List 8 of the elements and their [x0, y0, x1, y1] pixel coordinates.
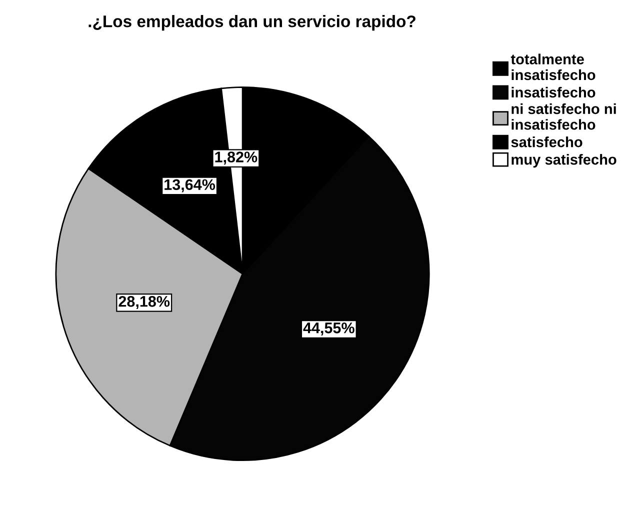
data-label: 28,18% [118, 296, 170, 310]
data-label: 44,55% [303, 322, 354, 336]
chart-title: .¿Los empleados dan un servicio rapido? [88, 15, 416, 31]
legend-label: satisfecho [511, 136, 582, 148]
legend-label: muy satisfecho [512, 154, 616, 168]
data-label: 13,64% [164, 179, 216, 192]
legend-label: insatisfecho [512, 86, 596, 98]
data-label: 1,82% [215, 152, 258, 165]
